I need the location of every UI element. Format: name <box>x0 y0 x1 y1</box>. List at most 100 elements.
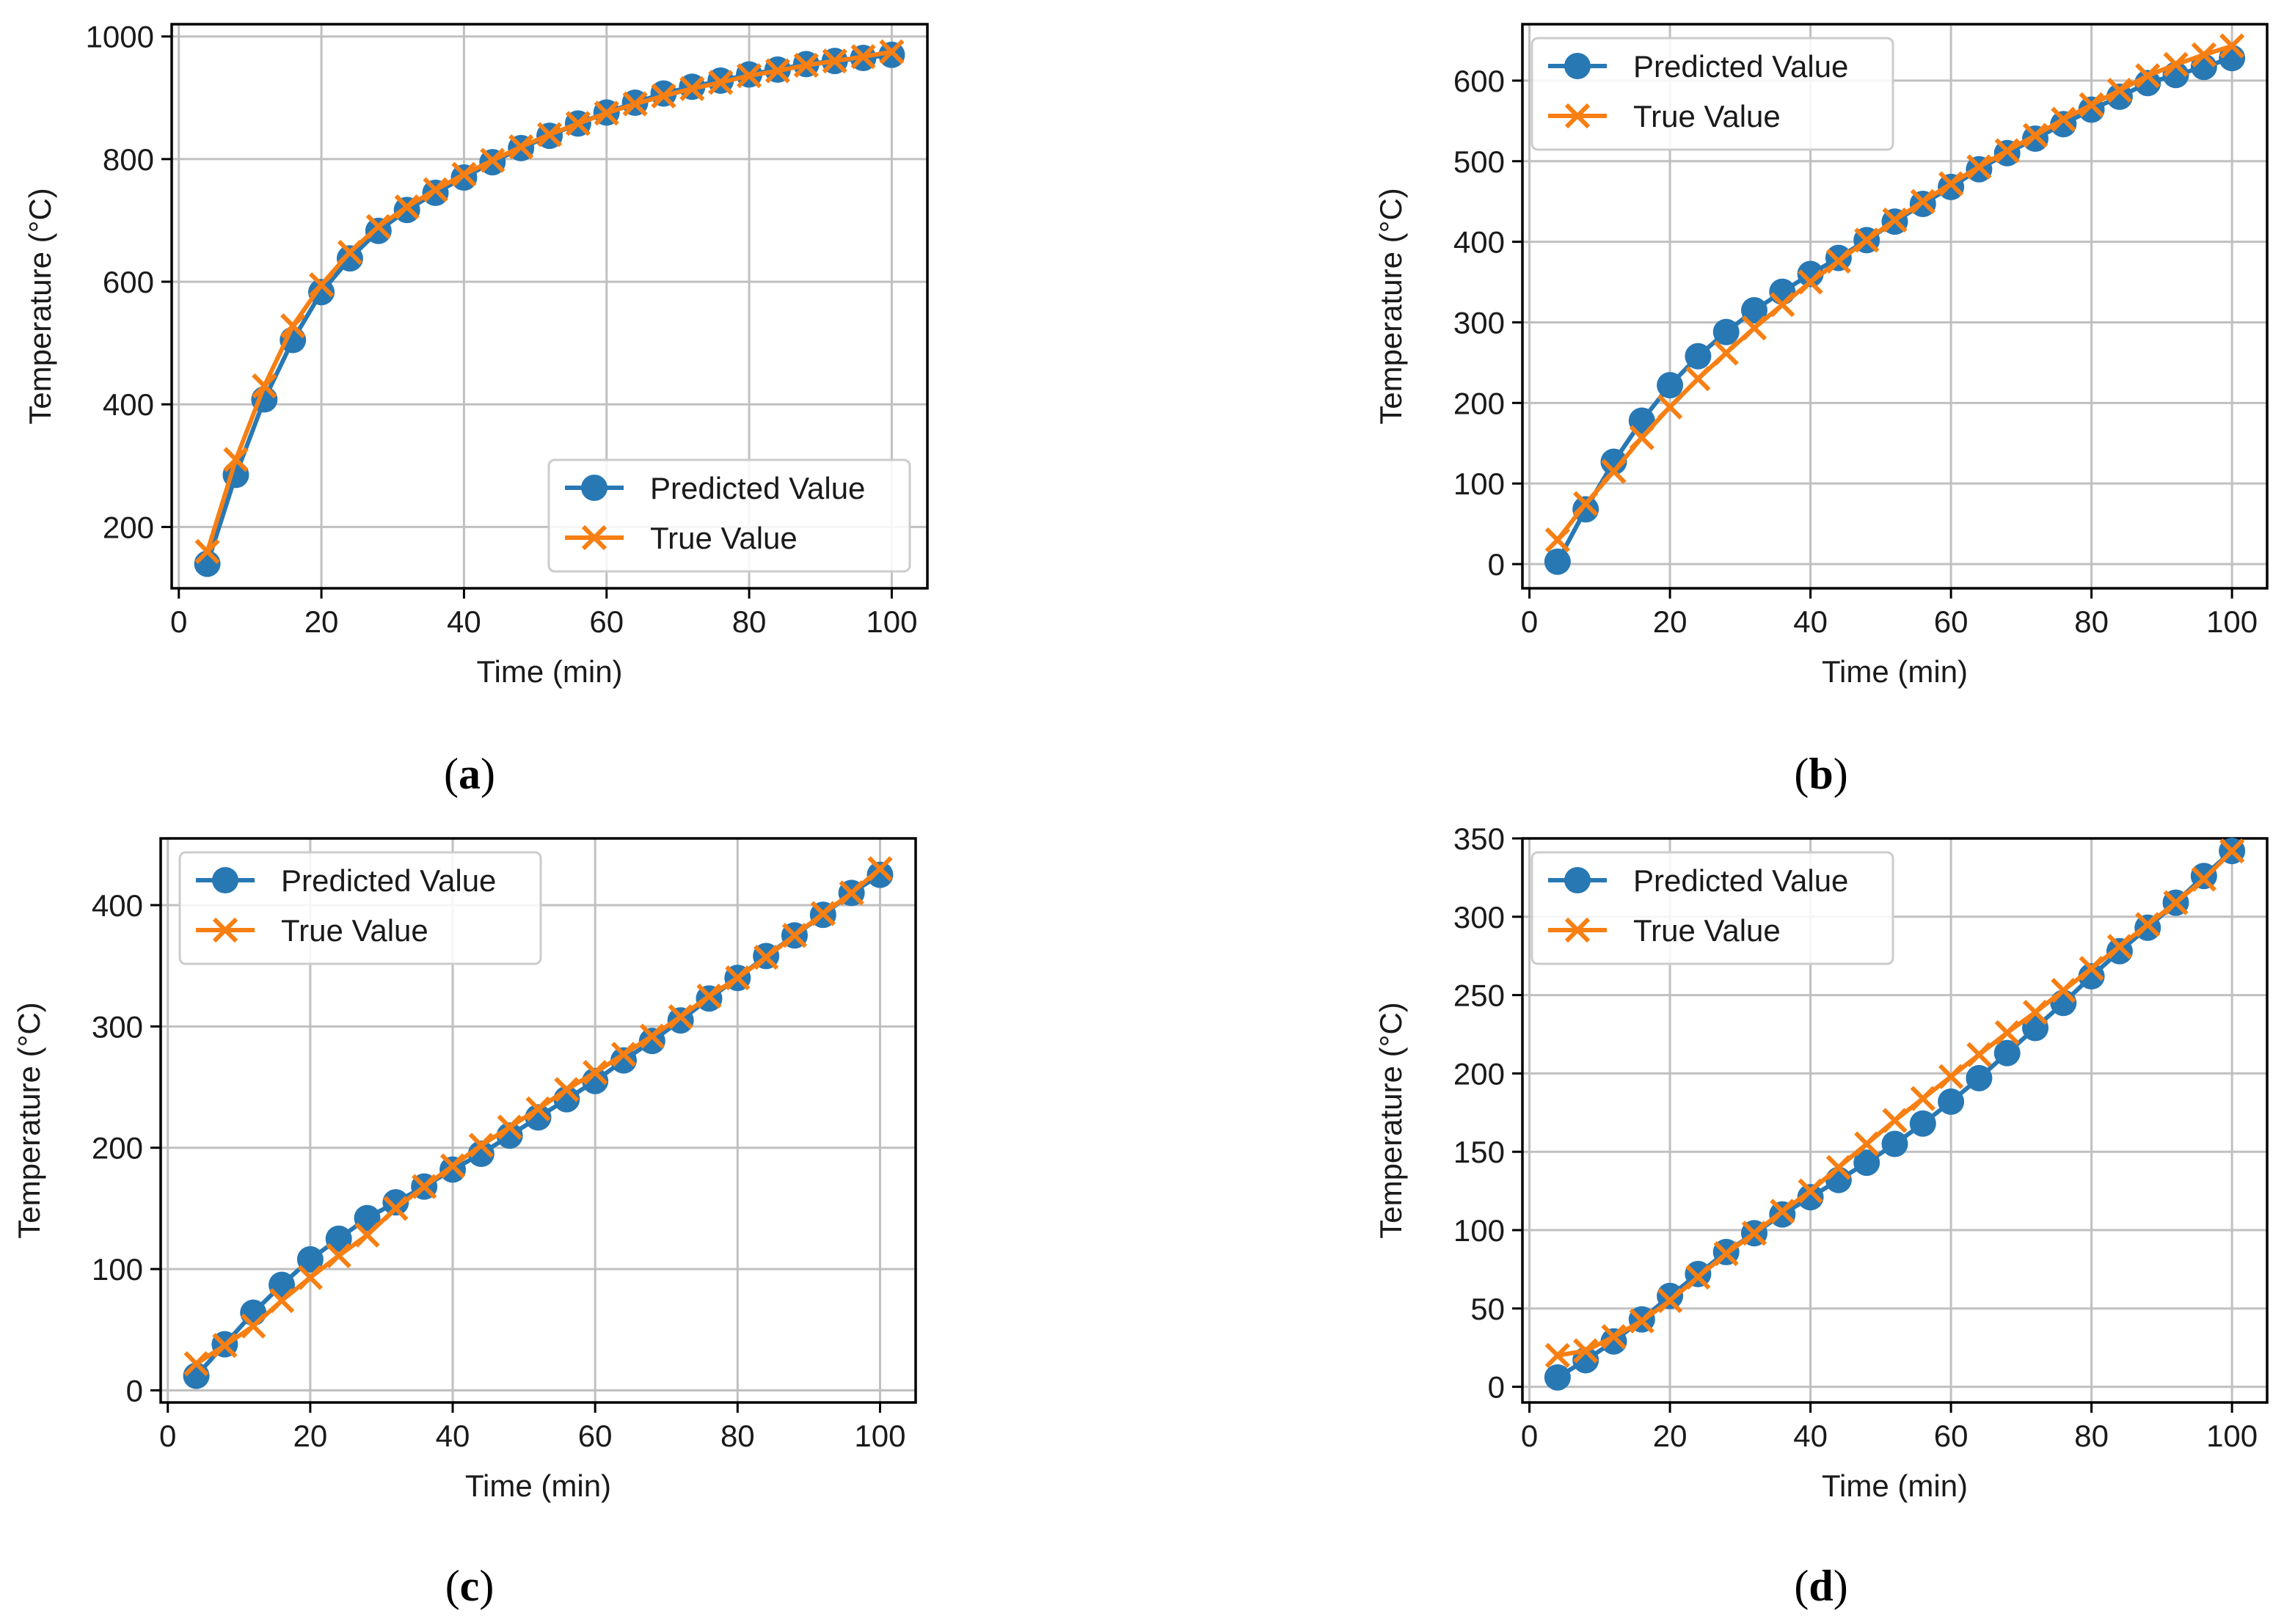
chart-a-legend-entry-true: True Value <box>565 521 798 555</box>
chart-c-legend-marker-predicted <box>212 867 238 893</box>
chart-c-x-tick-label: 40 <box>436 1419 470 1453</box>
chart-b-true-point <box>2163 51 2189 78</box>
chart-d-predicted-point <box>1881 1130 1908 1157</box>
chart-b-x-tick-label: 60 <box>1934 604 1969 639</box>
chart-d-true-point <box>1657 1288 1683 1314</box>
chart-d-x-axis-label: Time (min) <box>1822 1468 1968 1503</box>
chart-b-legend-entry-predicted: Predicted Value <box>1548 49 1848 84</box>
chart-a-true-point <box>565 111 591 136</box>
chart-c-true-point <box>668 1003 693 1030</box>
chart-b-y-tick-label: 100 <box>1453 467 1505 501</box>
chart-c-legend-entry-true: True Value <box>196 913 428 948</box>
chart-b-true-point <box>2135 63 2161 89</box>
chart-b-predicted-point <box>1572 496 1599 523</box>
chart-b-true-point <box>1573 491 1599 516</box>
chart-b-true-point <box>1825 248 1852 274</box>
chart-a-series-true <box>194 39 905 564</box>
chart-c-true-point <box>497 1114 522 1140</box>
chart-a-true-point <box>280 313 306 339</box>
chart-d-true-point <box>1629 1308 1654 1334</box>
chart-a-true-point <box>194 538 220 564</box>
chart-c-true-point <box>183 1350 209 1377</box>
chart-c-y-tick-label: 100 <box>92 1252 143 1287</box>
chart-d-true-point <box>1544 1342 1570 1369</box>
chart-d-true-point <box>2106 934 2133 959</box>
chart-c-legend-label-true: True Value <box>281 913 428 948</box>
chart-a-x-tick-label: 20 <box>304 604 339 639</box>
chart-d-predicted-point <box>1825 1166 1852 1193</box>
chart-a-panel-label: (a) <box>444 750 495 798</box>
chart-c-true-point <box>468 1133 494 1158</box>
chart-c-true-point <box>583 1060 608 1086</box>
chart-d-true-point <box>1825 1155 1852 1180</box>
chart-a-true-point <box>223 447 249 472</box>
chart-b-x-tick-label: 40 <box>1793 604 1828 639</box>
chart-b-true-point <box>2051 106 2076 132</box>
chart-a-y-tick-label: 1000 <box>86 20 154 54</box>
chart-c-predicted-point <box>296 1246 324 1273</box>
chart-b-true-point <box>1910 189 1935 214</box>
chart-c-predicted-point <box>240 1299 267 1326</box>
chart-d-true-point <box>1994 1020 2020 1045</box>
chart-c-y-axis-label: Temperature (°C) <box>12 1002 46 1239</box>
chart-b-true-point <box>1685 366 1711 392</box>
chart-a-legend: Predicted Value True Value <box>547 458 911 573</box>
chart-b-predicted-point <box>1797 260 1824 288</box>
panel-c: 0 20 40 60 80 100 0 100 200 300 400 Time (min) Tempe… <box>12 837 917 1610</box>
chart-c-legend-entry-predicted: Predicted Value <box>196 863 496 898</box>
chart-d-true-point <box>2135 912 2161 937</box>
chart-d-y-tick-label: 250 <box>1453 979 1505 1013</box>
chart-d-true-point <box>1910 1086 1935 1111</box>
chart-a-true-point <box>594 100 619 126</box>
chart-b-y-tick-label: 200 <box>1453 386 1505 420</box>
chart-c-true-point <box>241 1313 266 1339</box>
chart-c-legend-marker-true <box>212 917 238 943</box>
chart-c-true-point <box>554 1077 580 1102</box>
chart-b-legend: Predicted Value True Value <box>1530 37 1894 151</box>
chart-d-true-point <box>1685 1264 1711 1290</box>
chart-d-true-point <box>1854 1131 1880 1157</box>
chart-a-true-point <box>337 239 363 266</box>
chart-c-true-point <box>754 944 779 970</box>
chart-a-true-point <box>308 272 335 298</box>
chart-c-true-point <box>439 1153 466 1179</box>
chart-a-legend-box <box>547 458 911 573</box>
chart-a-true-point <box>736 63 762 89</box>
chart-d-true-point <box>2219 838 2245 864</box>
chart-c-true-point <box>639 1023 665 1049</box>
chart-d-x-tick-label: 0 <box>1521 1419 1538 1453</box>
chart-c-x-tick-label: 100 <box>854 1419 905 1453</box>
chart-c-true-point <box>326 1243 351 1269</box>
chart-a-true-point <box>879 39 905 65</box>
chart-d-legend-label-predicted: Predicted Value <box>1633 863 1848 898</box>
chart-d-true-point <box>1573 1338 1599 1364</box>
chart-c-y-tick-label: 300 <box>92 1009 143 1044</box>
chart-b-legend-box <box>1530 37 1894 151</box>
panel-d: 0 20 40 60 80 100 0 50 100 150 200 250 300 350 Time (m… <box>1373 822 2269 1610</box>
chart-b-true-point <box>2106 77 2133 103</box>
chart-d-legend-entry-true: True Value <box>1548 913 1781 948</box>
chart-b-predicted-point <box>1769 278 1796 305</box>
chart-c-y-tick-label: 0 <box>126 1373 143 1408</box>
chart-d-y-tick-label: 50 <box>1470 1292 1505 1326</box>
chart-d-true-point <box>1601 1324 1627 1350</box>
chart-a-true-point <box>651 83 676 109</box>
chart-b-true-point <box>1741 315 1767 341</box>
chart-c-legend-label-predicted: Predicted Value <box>281 863 496 898</box>
chart-a-y-tick-label: 800 <box>103 142 154 177</box>
panel-a: 0 20 40 60 80 100 200 400 600 800 1000 Time (min) Te… <box>23 20 929 798</box>
chart-b-true-point <box>1770 292 1795 318</box>
chart-b-legend-marker-true <box>1564 103 1591 129</box>
chart-a-true-point <box>508 134 534 160</box>
chart-c-x-tick-label: 20 <box>293 1419 327 1453</box>
chart-a-y-tick-label: 200 <box>103 510 154 544</box>
chart-b-true-point <box>2219 33 2245 59</box>
chart-a-x-tick-label: 80 <box>732 604 767 639</box>
chart-a-true-point <box>622 91 648 117</box>
chart-c-true-point <box>354 1222 380 1248</box>
chart-c-predicted-point <box>325 1225 352 1252</box>
chart-b-true-point <box>1882 207 1908 233</box>
chart-b-predicted-point <box>2106 83 2133 110</box>
chart-d-predicted-point <box>1993 1039 2021 1067</box>
chart-b-legend-entry-true: True Value <box>1548 99 1781 133</box>
